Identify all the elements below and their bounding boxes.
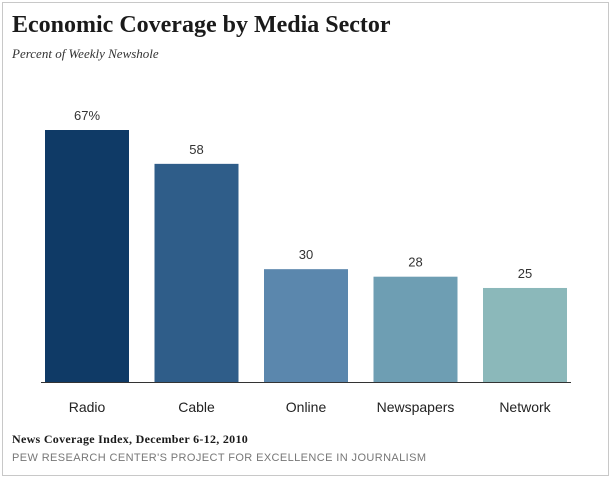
- category-label-network: Network: [499, 399, 551, 415]
- chart-subtitle: Percent of Weekly Newshole: [12, 46, 159, 61]
- value-label-newspapers: 28: [408, 255, 422, 270]
- bar-cable: [154, 163, 239, 382]
- value-label-radio: 67%: [74, 108, 100, 123]
- chart-frame: [2, 2, 609, 476]
- bar-network: [483, 287, 567, 382]
- category-label-newspapers: Newspapers: [377, 399, 455, 415]
- category-label-radio: Radio: [69, 399, 106, 415]
- bar-online: [264, 269, 348, 382]
- value-label-online: 30: [299, 247, 313, 262]
- category-label-online: Online: [286, 399, 327, 415]
- footer-note: News Coverage Index, December 6-12, 2010: [12, 432, 249, 446]
- value-label-cable: 58: [189, 142, 203, 157]
- category-label-cable: Cable: [178, 399, 215, 415]
- value-label-network: 25: [518, 266, 532, 281]
- bar-radio: [45, 130, 129, 382]
- footer-source: PEW RESEARCH CENTER'S PROJECT FOR EXCELL…: [12, 452, 427, 464]
- chart-title: Economic Coverage by Media Sector: [12, 12, 391, 38]
- bar-newspapers: [373, 276, 458, 382]
